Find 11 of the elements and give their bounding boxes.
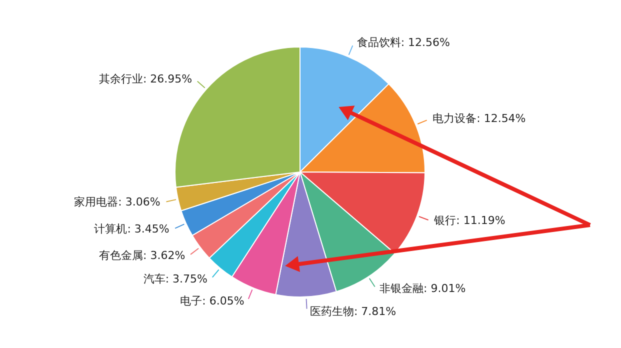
slice-label: 电子: 6.05% [180, 294, 244, 308]
slice-label: 其余行业: 26.95% [98, 72, 192, 86]
slice-label: 非银金融: 9.01% [380, 282, 466, 296]
slice-label: 银行: 11.19% [433, 214, 506, 228]
slice-label: 有色金属: 3.62% [99, 249, 186, 262]
slice-label: 电力设备: 12.54% [432, 112, 526, 126]
slice-label: 汽车: 3.75% [143, 272, 208, 286]
slice-label: 家用电器: 3.06% [74, 195, 160, 208]
slice-label: 医药生物: 7.81% [310, 304, 396, 318]
slice-label: 计算机: 3.45% [94, 222, 170, 236]
slice-label: 食品饮料: 12.56% [356, 36, 450, 49]
